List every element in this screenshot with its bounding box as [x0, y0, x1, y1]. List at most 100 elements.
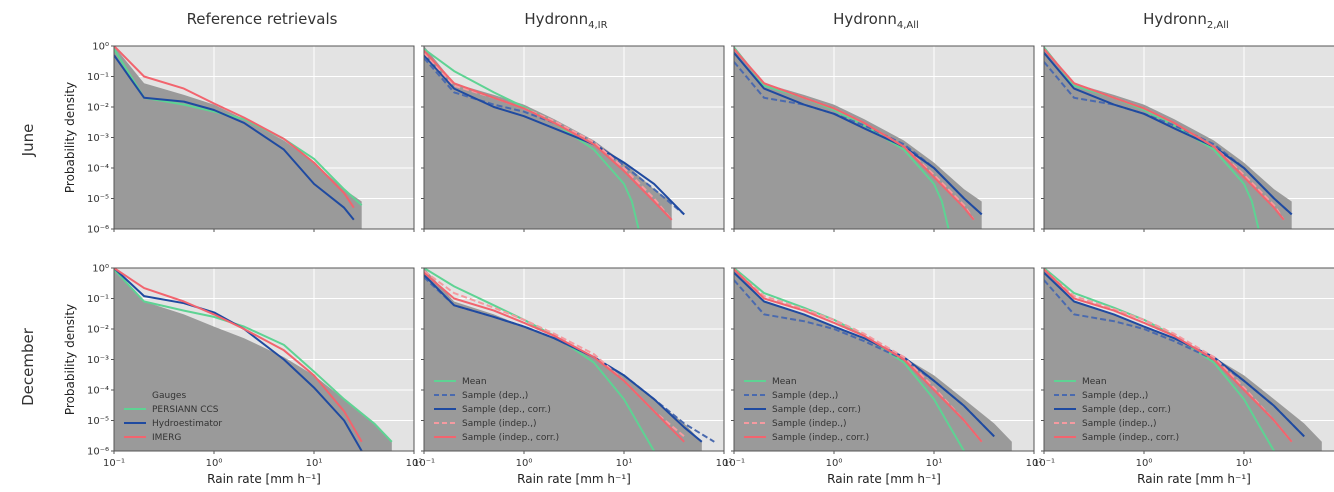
x-axis-label: Rain rate [mm h⁻¹]	[517, 472, 631, 486]
panel-june-hydronn-4-ir	[421, 45, 725, 232]
x-tick-label: 10⁰	[826, 458, 843, 469]
legend-label-sample-dep: Sample (dep.,)	[1082, 391, 1148, 401]
col-title-hydronn-4-ir: Hydronn4,IR	[524, 10, 607, 31]
x-tick-label: 10²	[716, 458, 733, 469]
legend-label-sample-dep: Sample (dep.,)	[772, 391, 838, 401]
x-tick-label: 10⁻¹	[413, 458, 435, 469]
series-hydroestimator-line	[114, 54, 355, 221]
x-tick-label: 10¹	[926, 458, 943, 469]
series-group	[114, 46, 363, 229]
series-imerg-line	[114, 268, 363, 443]
x-axis-label: Rain rate [mm h⁻¹]	[207, 472, 321, 486]
series-sample-indep-line	[424, 270, 685, 438]
legend-label-imerg: IMERG	[152, 433, 181, 443]
y-tick-label: 10⁻²	[87, 103, 109, 114]
x-tick-label: 10⁰	[206, 458, 223, 469]
column-titles: Reference retrievals Hydronn4,IR Hydronn…	[187, 10, 1229, 31]
series-gauges-area	[1044, 46, 1292, 229]
series-sample-indep-corr-line	[734, 268, 983, 443]
x-axis-label: Rain rate [mm h⁻¹]	[1137, 472, 1251, 486]
legend-label-sample-indep-corr: Sample (indep., corr.)	[772, 433, 869, 443]
legend-label-sample-indep-corr: Sample (indep., corr.)	[462, 433, 559, 443]
row-title-june: June	[19, 124, 37, 158]
y-tick-label: 10⁻¹	[87, 294, 109, 305]
series-sample-dep-corr-line	[734, 52, 983, 216]
legend-label-hydroestimator: Hydroestimator	[152, 419, 222, 429]
x-tick-label: 10²	[406, 458, 423, 469]
series-sample-indep-line	[424, 52, 673, 221]
row-title-december: December	[19, 327, 37, 406]
series-persiann-ccs-line	[114, 268, 393, 443]
series-gauges-area	[424, 268, 702, 451]
legend-label-sample-dep-corr: Sample (dep., corr.)	[772, 405, 861, 415]
series-sample-dep-line	[424, 57, 685, 216]
series-sample-indep-corr-line	[734, 48, 975, 221]
x-tick-label: 10¹	[1236, 458, 1253, 469]
series-group	[734, 46, 983, 229]
legend-label-mean: Mean	[1082, 377, 1107, 387]
series-sample-dep-corr-line	[734, 271, 995, 438]
legend-label-sample-indep: Sample (indep.,)	[772, 419, 847, 429]
legend-label-mean: Mean	[462, 377, 487, 387]
x-tick-label: 10⁻¹	[1033, 458, 1055, 469]
y-tick-label: 10⁻³	[87, 133, 109, 144]
x-tick-label: 10¹	[306, 458, 323, 469]
legend: Mean Sample (dep.,) Sample (dep., corr.) Sa…	[434, 377, 559, 443]
series-gauges-area	[734, 46, 982, 229]
legend-swatch-gauges	[124, 391, 146, 399]
series-gauges-area	[734, 268, 1012, 451]
col-title-reference: Reference retrievals	[187, 10, 338, 28]
y-tick-label: 10⁻¹	[87, 72, 109, 83]
series-sample-indep-corr-line	[1044, 268, 1293, 443]
y-tick-label: 10⁻⁶	[87, 225, 109, 236]
series-gauges-area	[114, 46, 362, 229]
legend-label-sample-dep-corr: Sample (dep., corr.)	[1082, 405, 1171, 415]
series-sample-dep-corr-line	[1044, 271, 1305, 438]
legend-label-mean: Mean	[772, 377, 797, 387]
panel-june-hydronn-2-all	[1041, 45, 1334, 232]
y-tick-label: 10⁻⁴	[87, 164, 109, 175]
legend-label-gauges: Gauges	[152, 391, 186, 401]
series-group	[734, 268, 1012, 451]
x-tick-label: 10¹	[616, 458, 633, 469]
x-tick-label: 10⁰	[516, 458, 533, 469]
legend: Mean Sample (dep.,) Sample (dep., corr.) Sa…	[1054, 377, 1179, 443]
y-tick-label: 10⁰	[92, 42, 109, 53]
series-group	[114, 268, 393, 451]
legend-label-sample-indep: Sample (indep.,)	[462, 419, 537, 429]
series-sample-dep-line	[424, 276, 715, 443]
series-sample-indep-corr-line	[1044, 48, 1285, 221]
legend-label-sample-indep-corr: Sample (indep., corr.)	[1082, 433, 1179, 443]
y-tick-label: 10⁻³	[87, 355, 109, 366]
y-axis-label: Probability density	[63, 82, 77, 193]
y-tick-label: 10⁻⁴	[87, 386, 109, 397]
panel-december-hydronn-4-all: 10⁻¹ 10⁰ 10¹ 10² Rain rate [mm h⁻¹] Mean Sampl…	[723, 267, 1043, 486]
x-tick-label: 10⁻¹	[723, 458, 745, 469]
legend: Mean Sample (dep.,) Sample (dep., corr.) Sa…	[744, 377, 869, 443]
legend: Gauges PERSIANN CCS Hydroestimator IMERG	[124, 391, 222, 443]
y-tick-label: 10⁻⁵	[87, 416, 109, 427]
col-title-hydronn-4-all: Hydronn4,All	[833, 10, 919, 31]
panel-december-reference-retrievals: 10⁰ 10⁻¹ 10⁻² 10⁻³ 10⁻⁴ 10⁻⁵ 10⁻⁶ Probability d…	[63, 264, 422, 487]
series-imerg-line	[114, 46, 355, 209]
y-tick-label: 10⁰	[92, 264, 109, 275]
y-tick-label: 10⁻⁵	[87, 194, 109, 205]
x-tick-label: 10⁰	[1136, 458, 1153, 469]
x-tick-label: 10⁻¹	[103, 458, 125, 469]
series-sample-dep-corr-line	[424, 274, 703, 443]
y-axis-label: Probability density	[63, 304, 77, 415]
series-group	[424, 268, 715, 451]
row-titles: June December	[19, 124, 37, 406]
series-gauges-area	[424, 46, 672, 229]
series-group	[1044, 46, 1293, 229]
x-tick-label: 10²	[1026, 458, 1043, 469]
series-group	[424, 46, 685, 229]
series-sample-indep-corr-line	[424, 50, 673, 221]
series-sample-dep-corr-line	[424, 54, 685, 216]
series-mean-line	[1044, 46, 1260, 229]
series-sample-dep-corr-line	[1044, 52, 1293, 216]
panel-june-reference-retrievals: 10⁰ 10⁻¹ 10⁻² 10⁻³ 10⁻⁴ 10⁻⁵ 10⁻⁶ Probability d…	[63, 42, 415, 236]
series-sample-indep-corr-line	[424, 271, 685, 443]
